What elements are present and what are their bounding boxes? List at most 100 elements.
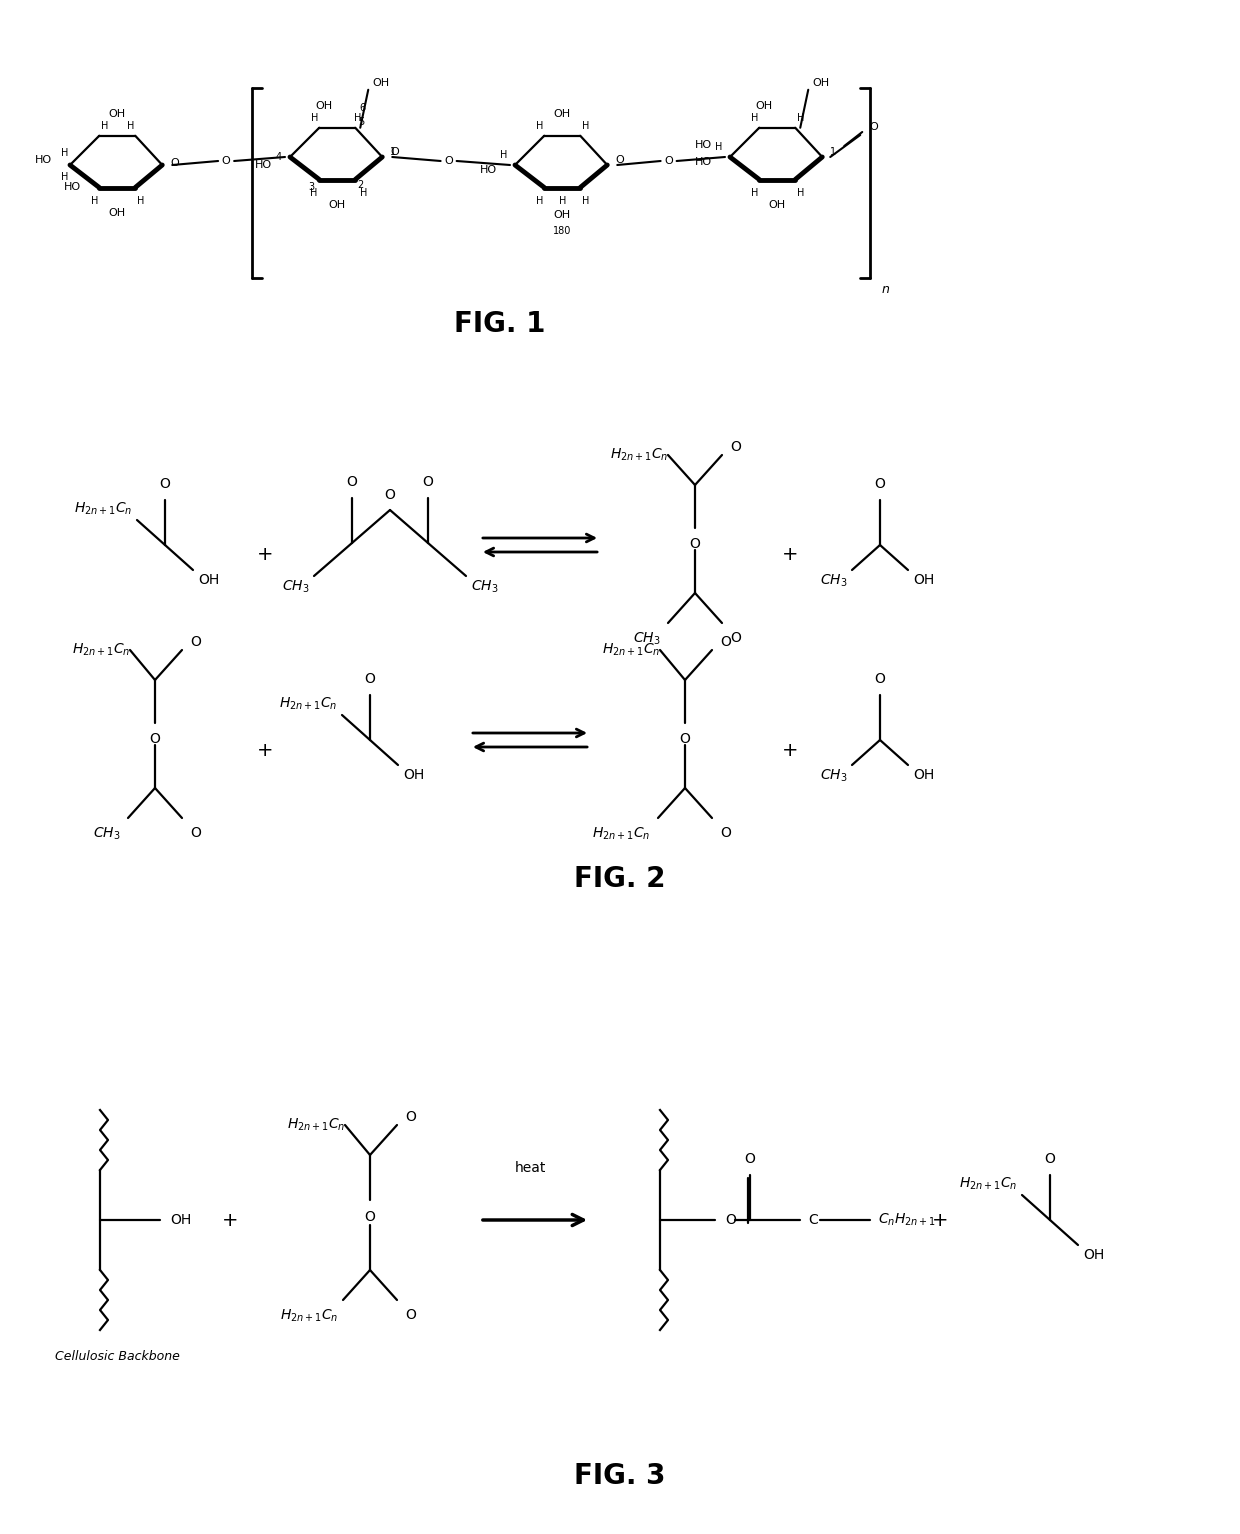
Text: OH: OH [812,78,830,87]
Text: +: + [781,741,799,759]
Text: HO: HO [480,166,497,175]
Text: C: C [808,1213,817,1227]
Text: OH: OH [1083,1249,1105,1262]
Text: $CH_3$: $CH_3$ [820,769,847,784]
Text: H: H [310,114,317,123]
Text: $CH_3$: $CH_3$ [632,630,660,647]
Text: OH: OH [913,574,934,588]
Text: +: + [781,546,799,565]
Text: FIG. 1: FIG. 1 [454,310,546,337]
Text: O: O [615,155,624,166]
Text: 5: 5 [358,117,365,127]
Text: OH: OH [403,769,424,782]
Text: O: O [190,825,201,841]
Text: 4: 4 [275,152,281,163]
Text: HO: HO [694,156,712,167]
Text: O: O [665,156,673,166]
Text: O: O [730,630,740,644]
Text: OH: OH [769,201,786,210]
Text: +: + [257,546,273,565]
Text: OH: OH [109,209,125,218]
Text: O: O [720,635,730,649]
Text: H: H [136,196,144,207]
Text: H: H [126,121,134,130]
Text: OH: OH [913,769,934,782]
Text: OH: OH [554,109,570,118]
Text: $CH_3$: $CH_3$ [820,574,847,589]
Text: HO: HO [64,183,82,192]
Text: O: O [680,732,691,746]
Text: H: H [310,189,317,198]
Text: O: O [423,476,434,489]
Text: H: H [100,121,108,130]
Text: H: H [750,189,758,198]
Text: H: H [582,121,589,130]
Text: H: H [500,150,507,160]
Text: O: O [391,147,399,156]
Text: O: O [720,825,730,841]
Text: HO: HO [255,160,272,170]
Text: H: H [714,143,722,152]
Text: +: + [222,1210,238,1229]
Text: O: O [346,476,357,489]
Text: O: O [384,488,396,502]
Text: OH: OH [109,109,125,118]
Text: O: O [190,635,201,649]
Text: $H_{2n+1}C_n$: $H_{2n+1}C_n$ [959,1175,1017,1192]
Text: H: H [582,196,589,207]
Text: H: H [536,121,543,130]
Text: $H_{2n+1}C_n$: $H_{2n+1}C_n$ [610,446,668,463]
Text: H: H [558,196,565,207]
Text: FIG. 2: FIG. 2 [574,865,666,893]
Text: 2: 2 [357,179,363,190]
Text: heat: heat [515,1161,546,1175]
Text: O: O [405,1111,415,1124]
Text: $H_{2n+1}C_n$: $H_{2n+1}C_n$ [601,641,660,658]
Text: O: O [874,477,885,491]
Text: O: O [160,477,170,491]
Text: $CH_3$: $CH_3$ [281,578,309,595]
Text: O: O [222,156,231,166]
Text: 6: 6 [360,103,366,114]
Text: $H_{2n+1}C_n$: $H_{2n+1}C_n$ [591,825,650,842]
Text: OH: OH [316,101,332,110]
Text: 1: 1 [391,147,397,156]
Text: O: O [725,1213,735,1227]
Text: H: H [796,114,804,123]
Text: $C_nH_{2n+1}$: $C_nH_{2n+1}$ [878,1212,936,1229]
Text: OH: OH [554,210,570,221]
Text: $H_{2n+1}C_n$: $H_{2n+1}C_n$ [72,641,130,658]
Text: O: O [365,1210,376,1224]
Text: 3: 3 [308,183,314,192]
Text: OH: OH [170,1213,191,1227]
Text: OH: OH [372,78,389,87]
Text: O: O [365,672,376,686]
Text: O: O [444,156,453,166]
Text: +: + [257,741,273,759]
Text: FIG. 3: FIG. 3 [574,1462,666,1490]
Text: HO: HO [35,155,52,166]
Text: 1: 1 [831,147,836,156]
Text: O: O [405,1309,415,1322]
Text: n: n [882,282,890,296]
Text: H: H [61,172,68,183]
Text: O: O [874,672,885,686]
Text: $H_{2n+1}C_n$: $H_{2n+1}C_n$ [73,500,131,517]
Text: Cellulosic Backbone: Cellulosic Backbone [55,1350,180,1364]
Text: $H_{2n+1}C_n$: $H_{2n+1}C_n$ [286,1117,345,1134]
Text: OH: OH [198,574,219,588]
Text: H: H [91,196,98,207]
Text: +: + [931,1210,949,1229]
Text: O: O [744,1152,755,1166]
Text: $H_{2n+1}C_n$: $H_{2n+1}C_n$ [279,1309,339,1324]
Text: 180: 180 [553,227,572,236]
Text: HO: HO [694,140,712,150]
Text: $H_{2n+1}C_n$: $H_{2n+1}C_n$ [279,695,337,712]
Text: O: O [150,732,160,746]
Text: H: H [353,114,361,123]
Text: H: H [61,147,68,158]
Text: O: O [1044,1152,1055,1166]
Text: OH: OH [755,101,773,110]
Text: H: H [750,114,758,123]
Text: O: O [170,158,179,169]
